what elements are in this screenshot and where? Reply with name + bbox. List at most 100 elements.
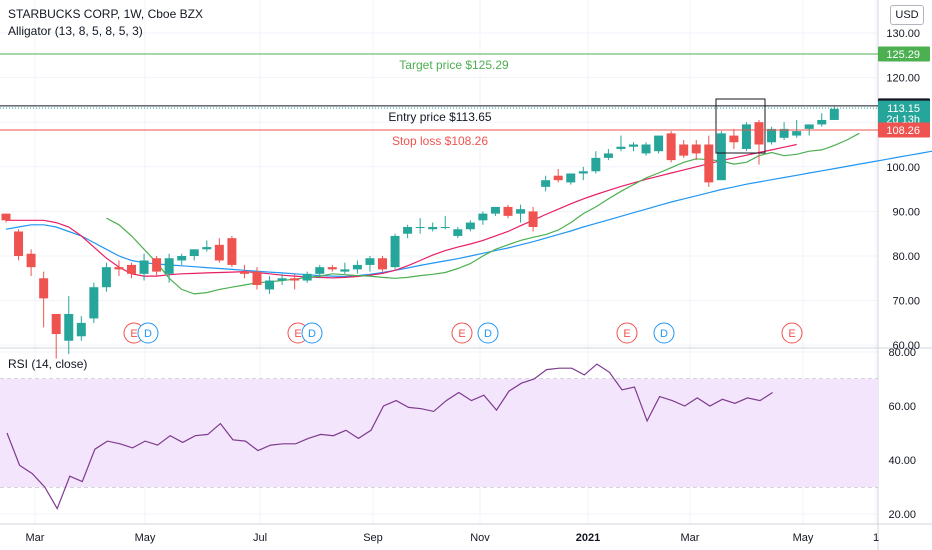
alligator-teeth-line bbox=[6, 143, 797, 279]
candle-body bbox=[101, 267, 111, 288]
candle-body bbox=[378, 258, 387, 270]
rsi-polyline bbox=[6, 363, 773, 510]
candle-body bbox=[214, 244, 224, 261]
candle-body bbox=[629, 144, 638, 147]
price-tag-label: 125.29 bbox=[886, 49, 920, 61]
candle-body bbox=[654, 135, 664, 152]
candle-body bbox=[265, 280, 275, 290]
candle-body bbox=[239, 271, 249, 274]
price-tag-label: 108.26 bbox=[886, 125, 920, 137]
candle-body bbox=[415, 227, 425, 229]
dividend-marker bbox=[477, 322, 499, 344]
rsi-tick-label: 80.00 bbox=[888, 347, 916, 359]
candle-body bbox=[779, 128, 789, 138]
candle-body bbox=[390, 235, 400, 268]
highlight-box bbox=[715, 98, 766, 154]
candle-body bbox=[64, 313, 74, 341]
candle-body bbox=[202, 247, 212, 250]
alligator-line-lips bbox=[106, 132, 860, 295]
price-tag bbox=[878, 122, 930, 138]
candle-body bbox=[716, 133, 726, 181]
earnings-marker bbox=[451, 322, 473, 344]
candle-body bbox=[164, 258, 174, 274]
candle-body bbox=[578, 171, 588, 174]
price-tag-label: 113.15 bbox=[887, 103, 920, 115]
price-tick-label: 80.00 bbox=[892, 251, 920, 263]
stop-loss-annotation: Stop loss $108.26 bbox=[392, 134, 488, 148]
candle-body bbox=[14, 231, 24, 256]
dividend-marker bbox=[653, 322, 675, 344]
rsi-tick-label: 40.00 bbox=[888, 455, 916, 467]
marker-label: D bbox=[660, 328, 668, 340]
entry-price-annotation: Entry price $113.65 bbox=[388, 110, 491, 124]
marker-label: E bbox=[294, 328, 301, 340]
time-tick-label: May bbox=[135, 532, 156, 544]
dividend-marker bbox=[301, 322, 323, 344]
time-tick-label: Mar bbox=[26, 532, 45, 544]
price-tick-label: 90.00 bbox=[892, 206, 920, 218]
candle-body bbox=[465, 222, 475, 230]
marker-label: D bbox=[308, 328, 316, 340]
candle-body bbox=[1, 213, 11, 221]
rsi-tick-label: 60.00 bbox=[888, 401, 916, 413]
candle-body bbox=[829, 108, 839, 120]
candle-body bbox=[691, 144, 701, 154]
time-tick-label: Nov bbox=[470, 532, 490, 544]
candle-body bbox=[252, 271, 262, 285]
dividend-marker bbox=[137, 322, 159, 344]
candle-body bbox=[804, 124, 814, 129]
marker-label: E bbox=[623, 328, 630, 340]
candle-body bbox=[503, 206, 513, 216]
candle-body bbox=[528, 211, 538, 228]
alligator-lips-line bbox=[106, 132, 860, 295]
rsi-line bbox=[6, 363, 773, 510]
candle-body bbox=[189, 249, 199, 256]
candle-body bbox=[89, 287, 99, 319]
marker-label: E bbox=[130, 328, 137, 340]
candle-body bbox=[792, 131, 802, 136]
earnings-marker bbox=[781, 322, 803, 344]
time-tick-label: May bbox=[793, 532, 814, 544]
rsi-indicator-label: RSI (14, close) bbox=[8, 357, 88, 371]
candle-body bbox=[541, 180, 551, 187]
alligator-line-teeth bbox=[6, 143, 797, 279]
candle-body bbox=[39, 278, 49, 299]
marker-label: D bbox=[484, 328, 492, 340]
candle-body bbox=[152, 258, 162, 272]
candle-body bbox=[352, 264, 362, 270]
candle-body bbox=[114, 267, 124, 270]
candle-body bbox=[516, 209, 526, 214]
candle-body bbox=[679, 144, 689, 156]
candle-body bbox=[365, 258, 375, 265]
alligator-jaw-line bbox=[5, 150, 932, 278]
price-level-lines bbox=[0, 53, 878, 131]
time-tick-label: Jul bbox=[253, 532, 267, 544]
currency-button[interactable]: USD bbox=[890, 5, 924, 25]
candle-body bbox=[553, 175, 563, 181]
candle-body bbox=[704, 144, 714, 183]
candlestick-series bbox=[1, 98, 839, 359]
candle-body bbox=[327, 267, 337, 270]
candle-body bbox=[754, 122, 764, 145]
candle-body bbox=[453, 229, 463, 236]
time-tick-label: 1 bbox=[873, 532, 879, 544]
candle-body bbox=[139, 260, 149, 274]
candle-body bbox=[302, 273, 312, 281]
candle-body bbox=[340, 269, 350, 272]
target-price-annotation: Target price $125.29 bbox=[399, 58, 509, 72]
candle-body bbox=[127, 264, 136, 274]
time-tick-label: Sep bbox=[363, 532, 383, 544]
candle-body bbox=[603, 153, 613, 158]
candle-body bbox=[177, 256, 187, 261]
price-tick-label: 60.00 bbox=[892, 340, 920, 352]
candle-body bbox=[478, 213, 488, 221]
candle-body bbox=[315, 267, 325, 274]
candle-body bbox=[428, 227, 438, 230]
candle-body bbox=[290, 278, 300, 281]
candle-body bbox=[403, 227, 413, 234]
earnings-marker bbox=[616, 322, 638, 344]
symbol-title: STARBUCKS CORP, 1W, Cboe BZX bbox=[8, 7, 203, 21]
candle-body bbox=[741, 124, 751, 149]
